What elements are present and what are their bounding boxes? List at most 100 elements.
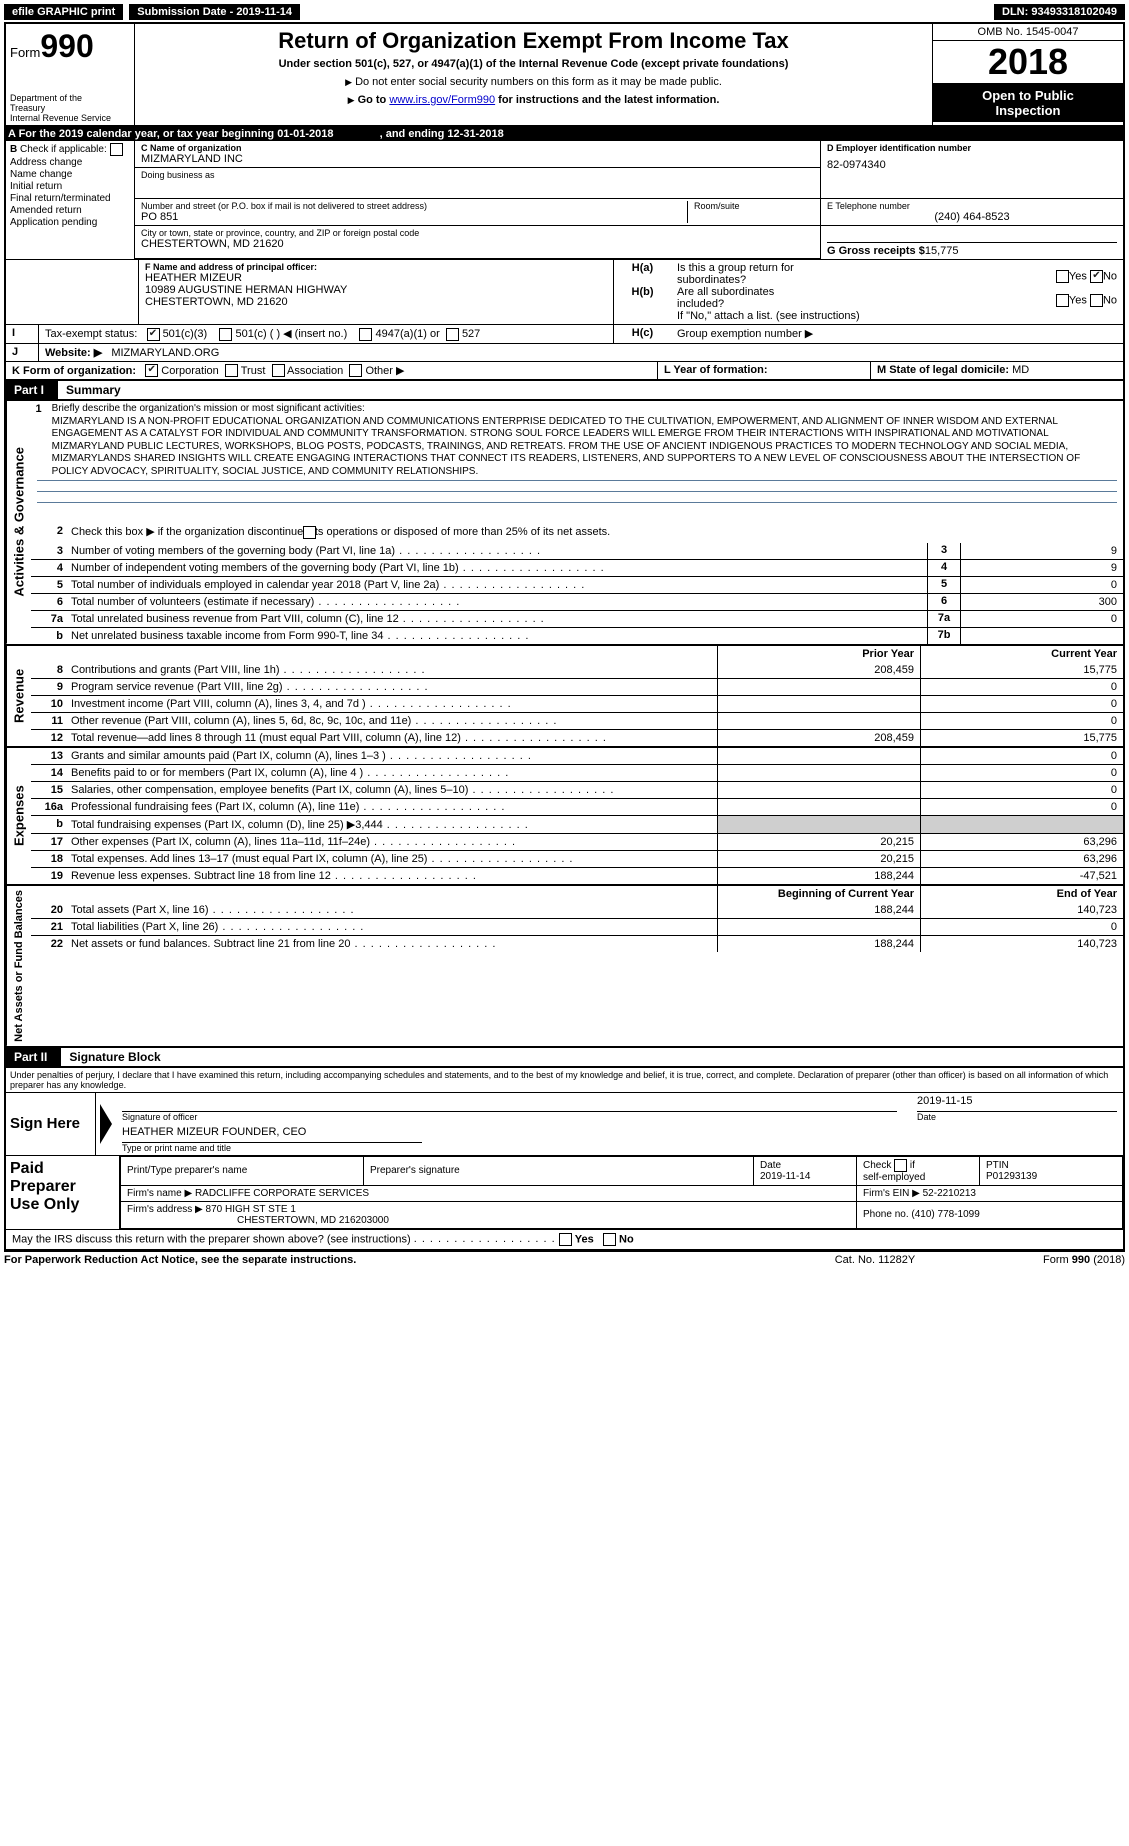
row-num: 16a xyxy=(31,798,67,815)
paid-preparer-table: Print/Type preparer's name Preparer's si… xyxy=(120,1156,1123,1229)
phone: (240) 464-8523 xyxy=(827,211,1117,223)
hb-yes-cb[interactable] xyxy=(1056,294,1069,307)
table-row: 6Total number of volunteers (estimate if… xyxy=(31,593,1123,610)
opt-application-pending[interactable]: Application pending xyxy=(10,217,130,228)
discuss-no: No xyxy=(619,1233,634,1245)
room-label: Room/suite xyxy=(694,201,814,211)
irs-link[interactable]: www.irs.gov/Form990 xyxy=(389,94,495,106)
table-row: 19Revenue less expenses. Subtract line 1… xyxy=(31,867,1123,884)
firm-phone: (410) 778-1099 xyxy=(911,1209,979,1220)
row-num: 17 xyxy=(31,833,67,850)
form-number: Form990 xyxy=(10,28,130,65)
ha-yes-cb[interactable] xyxy=(1056,270,1069,283)
sign-here: Sign Here xyxy=(6,1093,96,1155)
pp-date-hdr: Date xyxy=(760,1160,781,1171)
discuss-yes-cb[interactable] xyxy=(559,1233,572,1246)
dba-label: Doing business as xyxy=(141,170,814,180)
discuss-no-cb[interactable] xyxy=(603,1233,616,1246)
k-other-cb[interactable] xyxy=(349,364,362,377)
i-501c-cb[interactable] xyxy=(219,328,232,341)
line-a: A For the 2019 calendar year, or tax yea… xyxy=(4,127,1125,141)
i-527-cb[interactable] xyxy=(446,328,459,341)
omb-number: OMB No. 1545-0047 xyxy=(933,24,1123,41)
gross-receipts: 15,775 xyxy=(925,245,959,257)
line2-cb[interactable] xyxy=(303,526,316,539)
check-if-applicable: Check if applicable: xyxy=(20,144,107,155)
dept-3: Internal Revenue Service xyxy=(10,113,130,123)
k-label: K Form of organization: xyxy=(12,365,136,377)
opt-address-change[interactable]: Address change xyxy=(10,157,130,168)
page-footer: For Paperwork Reduction Act Notice, see … xyxy=(4,1251,1125,1266)
side-netassets: Net Assets or Fund Balances xyxy=(6,886,31,1046)
opt-amended-return[interactable]: Amended return xyxy=(10,205,130,216)
row-box: 3 xyxy=(928,543,961,560)
row-num: 3 xyxy=(31,543,67,560)
i-4947-cb[interactable] xyxy=(359,328,372,341)
row-desc: Net assets or fund balances. Subtract li… xyxy=(67,935,718,952)
row-box: 7a xyxy=(928,610,961,627)
ptin: P01293139 xyxy=(986,1171,1037,1182)
mission-text: MIZMARYLAND IS A NON-PROFIT EDUCATIONAL … xyxy=(52,416,1081,477)
begin-year-hdr: Beginning of Current Year xyxy=(718,886,921,902)
sig-date: 2019-11-15 xyxy=(917,1095,1117,1112)
firm-addr1: 870 HIGH ST STE 1 xyxy=(206,1204,296,1215)
row-prior: 20,215 xyxy=(718,850,921,867)
checkbox[interactable] xyxy=(110,143,123,156)
k-corp-cb[interactable] xyxy=(145,364,158,377)
row-current: 63,296 xyxy=(921,850,1124,867)
i-501c3-cb[interactable] xyxy=(147,328,160,341)
row-desc: Number of independent voting members of … xyxy=(67,559,928,576)
row-desc: Grants and similar amounts paid (Part IX… xyxy=(67,748,718,765)
table-row: bNet unrelated business taxable income f… xyxy=(31,627,1123,644)
pp-self-cb[interactable] xyxy=(894,1159,907,1172)
org-name: MIZMARYLAND INC xyxy=(141,153,814,165)
opt-final-return[interactable]: Final return/terminated xyxy=(10,193,130,204)
row-num: 19 xyxy=(31,867,67,884)
sign-arrow-icon xyxy=(100,1104,112,1144)
opt-name-change[interactable]: Name change xyxy=(10,169,130,180)
part-ii-header: Part II Signature Block xyxy=(4,1048,1125,1068)
ha-no-cb[interactable] xyxy=(1090,270,1103,283)
row-desc: Professional fundraising fees (Part IX, … xyxy=(67,798,718,815)
dept-2: Treasury xyxy=(10,103,130,113)
discuss-q: May the IRS discuss this return with the… xyxy=(12,1233,411,1245)
tax-exempt-label: Tax-exempt status: xyxy=(45,328,137,340)
h-a: H(a) xyxy=(632,262,653,274)
line-a-begin: A For the 2019 calendar year, or tax yea… xyxy=(8,128,333,140)
sig-officer-label: Signature of officer xyxy=(122,1112,897,1122)
hb-no-cb[interactable] xyxy=(1090,294,1103,307)
h-c: H(c) xyxy=(632,327,653,339)
row-prior xyxy=(718,678,921,695)
note2a: Go to xyxy=(358,94,390,106)
revenue-table: Prior Year Current Year 8Contributions a… xyxy=(31,646,1123,746)
row-prior: 188,244 xyxy=(718,867,921,884)
open-to-public: Open to Public Inspection xyxy=(933,84,1123,122)
row-current: 140,723 xyxy=(921,935,1124,952)
table-row: 4Number of independent voting members of… xyxy=(31,559,1123,576)
firm-ein: 52-2210213 xyxy=(923,1188,976,1199)
expenses-table: 13Grants and similar amounts paid (Part … xyxy=(31,748,1123,884)
submission-date: Submission Date - 2019-11-14 xyxy=(129,4,300,20)
k-assoc-cb[interactable] xyxy=(272,364,285,377)
table-row: 20Total assets (Part X, line 16)188,2441… xyxy=(31,902,1123,919)
row-val: 0 xyxy=(961,576,1124,593)
row-box: 5 xyxy=(928,576,961,593)
k-trust-cb[interactable] xyxy=(225,364,238,377)
table-row: 13Grants and similar amounts paid (Part … xyxy=(31,748,1123,765)
row-prior xyxy=(718,712,921,729)
pp-sig-hdr: Preparer's signature xyxy=(364,1156,754,1185)
form-note-1: Do not enter social security numbers on … xyxy=(143,76,924,88)
row-desc: Total revenue—add lines 8 through 11 (mu… xyxy=(67,729,718,746)
row-num: 12 xyxy=(31,729,67,746)
row-desc: Investment income (Part VIII, column (A)… xyxy=(67,695,718,712)
efile-button[interactable]: efile GRAPHIC print xyxy=(4,4,123,20)
k-o2: Trust xyxy=(241,365,266,377)
table-row: 9Program service revenue (Part VIII, lin… xyxy=(31,678,1123,695)
opt-initial-return[interactable]: Initial return xyxy=(10,181,130,192)
row-num: b xyxy=(31,627,67,644)
row-desc: Total unrelated business revenue from Pa… xyxy=(67,610,928,627)
row-current: -47,521 xyxy=(921,867,1124,884)
i-o4: 527 xyxy=(462,328,480,340)
row-current: 0 xyxy=(921,798,1124,815)
row-num: 20 xyxy=(31,902,67,919)
